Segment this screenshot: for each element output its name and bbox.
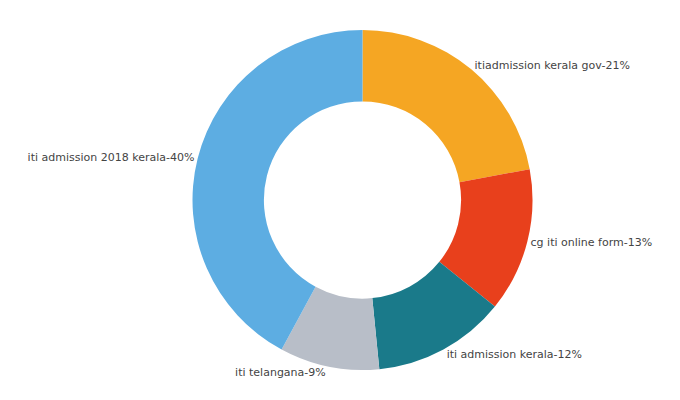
svg-text:cg iti online form-13%: cg iti online form-13% xyxy=(531,236,653,249)
svg-text:iti admission kerala-12%: iti admission kerala-12% xyxy=(447,348,582,361)
svg-text:itiadmission kerala gov-21%: itiadmission kerala gov-21% xyxy=(475,59,630,72)
svg-text:iti telangana-9%: iti telangana-9% xyxy=(235,366,326,379)
svg-text:iti admission 2018 kerala-40%: iti admission 2018 kerala-40% xyxy=(28,151,195,164)
